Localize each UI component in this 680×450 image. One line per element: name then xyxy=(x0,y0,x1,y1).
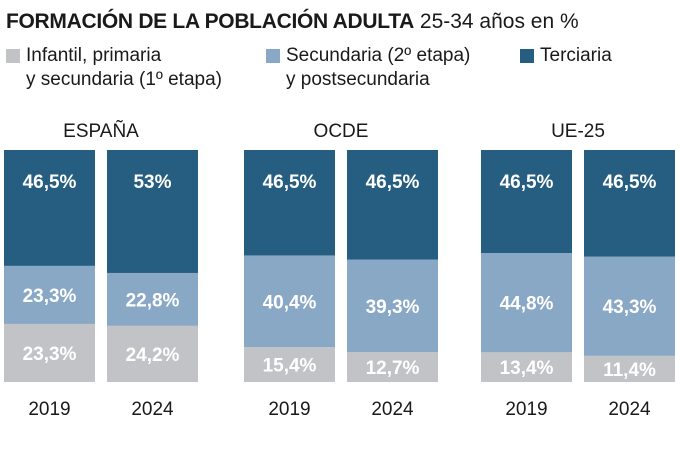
group-label: UE-25 xyxy=(551,121,605,142)
data-label: 23,3% xyxy=(23,344,77,365)
bar-segment-secundaria xyxy=(347,259,438,353)
data-label: 46,5% xyxy=(263,172,317,193)
title-subtitle: 25-34 años en % xyxy=(419,10,579,33)
data-label: 53% xyxy=(133,172,171,193)
legend-label: Secundaria (2º etapa) y postsecundaria xyxy=(286,45,471,90)
bar-segment-infantil xyxy=(347,352,438,382)
bar-segment-infantil xyxy=(244,347,335,382)
bar-segment-terciaria xyxy=(481,150,572,254)
legend-item-secundaria: Secundaria (2º etapa) y postsecundaria xyxy=(266,44,470,92)
legend-label: Terciaria xyxy=(540,45,612,66)
bar-segment-terciaria xyxy=(107,150,198,273)
bar-segment-secundaria xyxy=(244,255,335,348)
data-label: 39,3% xyxy=(366,297,420,318)
data-label: 43,3% xyxy=(603,297,657,318)
data-label: 44,8% xyxy=(500,294,554,315)
data-label: 40,4% xyxy=(263,292,317,313)
bar-segment-secundaria xyxy=(584,256,675,356)
x-tick-label: 2024 xyxy=(608,399,651,420)
x-tick-label: 2024 xyxy=(371,399,414,420)
title-main: FORMACIÓN DE LA POBLACIÓN ADULTA xyxy=(6,10,415,33)
bar-segment-terciaria xyxy=(244,150,335,256)
legend-item-infantil: Infantil, primaria y secundaria (1º etap… xyxy=(6,44,222,92)
data-label: 11,4% xyxy=(603,360,656,381)
group-label: OCDE xyxy=(314,121,369,142)
data-label: 15,4% xyxy=(263,356,317,377)
data-label: 23,3% xyxy=(23,286,77,307)
data-label: 22,8% xyxy=(126,290,180,311)
data-label: 46,5% xyxy=(500,172,554,193)
bar-segment-infantil xyxy=(4,323,95,382)
bar-segment-terciaria xyxy=(584,150,675,257)
x-tick-label: 2019 xyxy=(28,399,70,420)
bar-segment-infantil xyxy=(481,352,572,382)
x-tick-label: 2024 xyxy=(131,399,174,420)
legend-swatch xyxy=(266,49,280,63)
group-label: ESPAÑA xyxy=(63,120,139,142)
data-label: 46,5% xyxy=(603,172,657,193)
data-label: 13,4% xyxy=(500,358,554,379)
legend-swatch xyxy=(520,49,534,63)
legend-label: Infantil, primaria y secundaria (1º etap… xyxy=(26,45,222,90)
data-label: 12,7% xyxy=(366,358,420,379)
x-tick-label: 2019 xyxy=(505,399,547,420)
legend-swatch xyxy=(6,49,20,63)
bar-segment-secundaria xyxy=(4,265,95,324)
data-label: 46,5% xyxy=(366,172,420,193)
chart-title: FORMACIÓN DE LA POBLACIÓN ADULTA 25-34 a… xyxy=(6,10,579,34)
bar-segment-terciaria xyxy=(347,150,438,260)
data-label: 24,2% xyxy=(126,345,180,366)
bar-segment-infantil xyxy=(107,325,198,382)
bar-segment-secundaria xyxy=(107,272,198,326)
data-label: 46,5% xyxy=(23,172,77,193)
legend-item-terciaria: Terciaria xyxy=(520,44,612,68)
bar-segment-terciaria xyxy=(4,150,95,266)
x-tick-label: 2019 xyxy=(268,399,310,420)
bar-segment-infantil xyxy=(584,355,675,382)
bar-segment-secundaria xyxy=(481,253,572,353)
